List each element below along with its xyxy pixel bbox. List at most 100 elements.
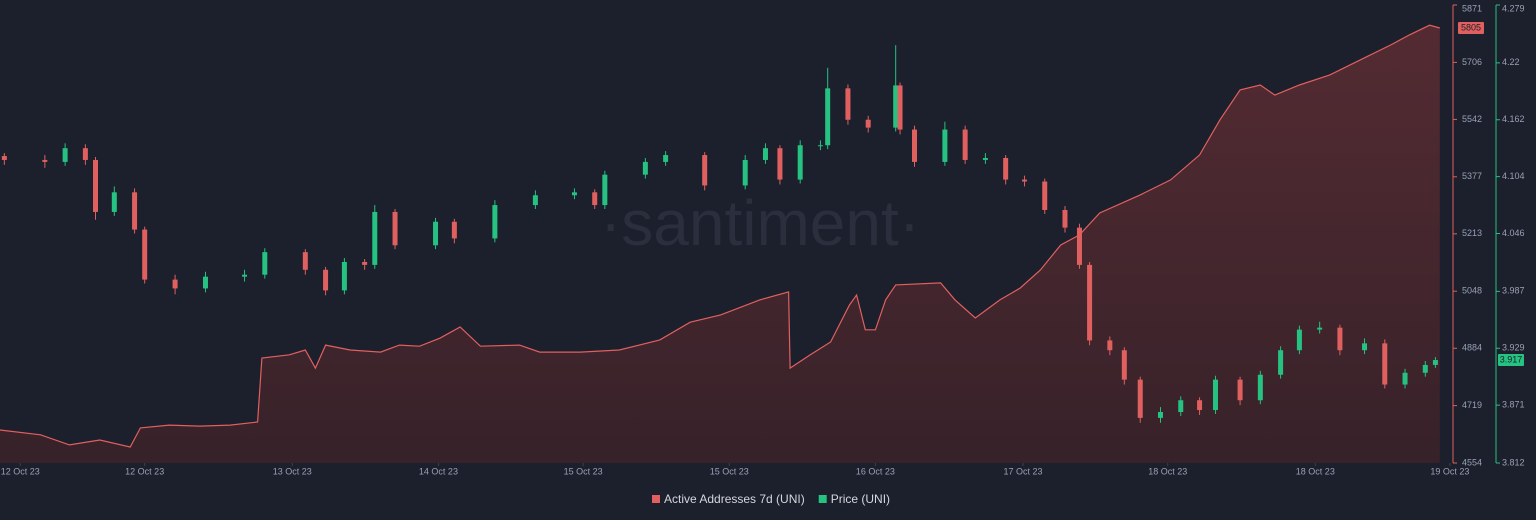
x-tick-label: 14 Oct 23	[419, 466, 458, 476]
x-tick-label: 18 Oct 23	[1296, 466, 1335, 476]
candle-body	[93, 159, 99, 212]
candle-body	[82, 148, 88, 160]
candle-body	[702, 155, 708, 186]
candle-body	[1432, 360, 1438, 365]
candle-body	[202, 276, 208, 289]
candle-body	[372, 211, 378, 265]
y-tick-label: 4554	[1462, 457, 1482, 467]
candle-body	[341, 261, 347, 291]
candle-body	[62, 148, 68, 162]
candle-body	[602, 174, 608, 206]
candle-body	[1212, 379, 1218, 411]
last-value-badge	[1498, 354, 1524, 367]
candle-body	[1121, 350, 1127, 380]
candle-body	[1157, 412, 1163, 418]
candle-body	[982, 157, 988, 160]
legend-swatch	[652, 495, 660, 503]
candle-body	[242, 274, 248, 277]
candle-body	[592, 192, 598, 206]
y-tick-label: 5213	[1462, 228, 1482, 238]
candle-body	[1137, 379, 1143, 418]
candle-body	[323, 269, 329, 291]
candle-body	[1087, 264, 1093, 341]
area-line	[0, 24, 1440, 448]
y2-tick-label: 4.104	[1502, 171, 1525, 181]
legend-label: Active Addresses 7d (UNI)	[664, 492, 805, 506]
y-tick-label: 5542	[1462, 114, 1482, 124]
candle-body	[1337, 327, 1343, 351]
x-tick-label: 18 Oct 23	[1148, 466, 1187, 476]
candle-body	[642, 161, 648, 175]
candle-body	[742, 159, 748, 186]
y2-tick-label: 4.046	[1502, 228, 1525, 238]
candle-body	[912, 129, 918, 162]
candle-body	[1178, 400, 1184, 413]
last-value-label: 3.917	[1500, 354, 1523, 364]
candle-body	[532, 195, 538, 206]
candle-body	[1021, 179, 1027, 182]
candle-body	[1042, 181, 1048, 210]
candle-body	[1062, 209, 1068, 228]
candle-body	[845, 88, 851, 120]
candle-body	[1237, 379, 1243, 401]
last-value-badge	[1458, 21, 1484, 34]
candle-body	[1107, 340, 1113, 351]
candle-body	[663, 155, 669, 162]
candle-body	[1422, 364, 1428, 373]
candle-body	[1076, 227, 1082, 265]
candle-body	[825, 88, 831, 146]
candle-body	[111, 192, 117, 212]
x-tick-label: 13 Oct 23	[273, 466, 312, 476]
x-tick-label: 19 Oct 23	[1430, 466, 1469, 476]
candle-body	[777, 148, 783, 180]
x-tick-label: 16 Oct 23	[856, 466, 895, 476]
y2-tick-label: 3.871	[1502, 400, 1525, 410]
candle-body	[1402, 372, 1408, 385]
candle-body	[142, 229, 148, 280]
legend-swatch	[818, 495, 827, 503]
candle-body	[893, 85, 899, 128]
y2-tick-label: 3.929	[1502, 343, 1525, 353]
last-value-label: 5805	[1461, 22, 1481, 32]
candle-body	[1257, 374, 1263, 401]
candle-body	[451, 221, 457, 239]
candle-body	[302, 252, 308, 270]
candle-body	[1003, 157, 1009, 180]
candle-body	[262, 252, 268, 275]
candle-body	[492, 205, 498, 239]
candle-body	[1, 156, 7, 160]
x-tick-label: 15 Oct 23	[710, 466, 749, 476]
candle-body	[433, 221, 439, 246]
candle-body	[571, 192, 577, 196]
candle-body	[817, 145, 823, 147]
area-fill	[0, 25, 1440, 463]
y2-tick-label: 3.812	[1502, 457, 1525, 467]
candle-body	[962, 129, 968, 160]
watermark: ·santiment·	[600, 187, 920, 259]
candle-body	[942, 129, 948, 162]
y-tick-label: 5871	[1462, 3, 1482, 13]
y-tick-label: 5048	[1462, 286, 1482, 296]
candle-body	[362, 261, 368, 265]
x-tick-label: 15 Oct 23	[564, 466, 603, 476]
y-tick-label: 5706	[1462, 57, 1482, 67]
candle-body	[392, 211, 398, 246]
y2-tick-label: 4.162	[1502, 114, 1525, 124]
candle-body	[897, 85, 903, 130]
y-tick-label: 4884	[1462, 343, 1482, 353]
candle-body	[1317, 327, 1323, 330]
candle-body	[1296, 329, 1302, 351]
candle-body	[1382, 343, 1388, 385]
legend-label: Price (UNI)	[831, 492, 890, 506]
candle-body	[762, 148, 768, 160]
y-tick-label: 4719	[1462, 400, 1482, 410]
y-tick-label: 5377	[1462, 171, 1482, 181]
y2-tick-label: 4.22	[1502, 57, 1520, 67]
x-tick-label: 12 Oct 23	[1, 466, 40, 476]
candle-body	[132, 192, 138, 230]
y2-tick-label: 3.987	[1502, 286, 1525, 296]
candle-body	[865, 119, 871, 128]
candle-body	[42, 159, 48, 162]
candle-body	[797, 145, 803, 180]
